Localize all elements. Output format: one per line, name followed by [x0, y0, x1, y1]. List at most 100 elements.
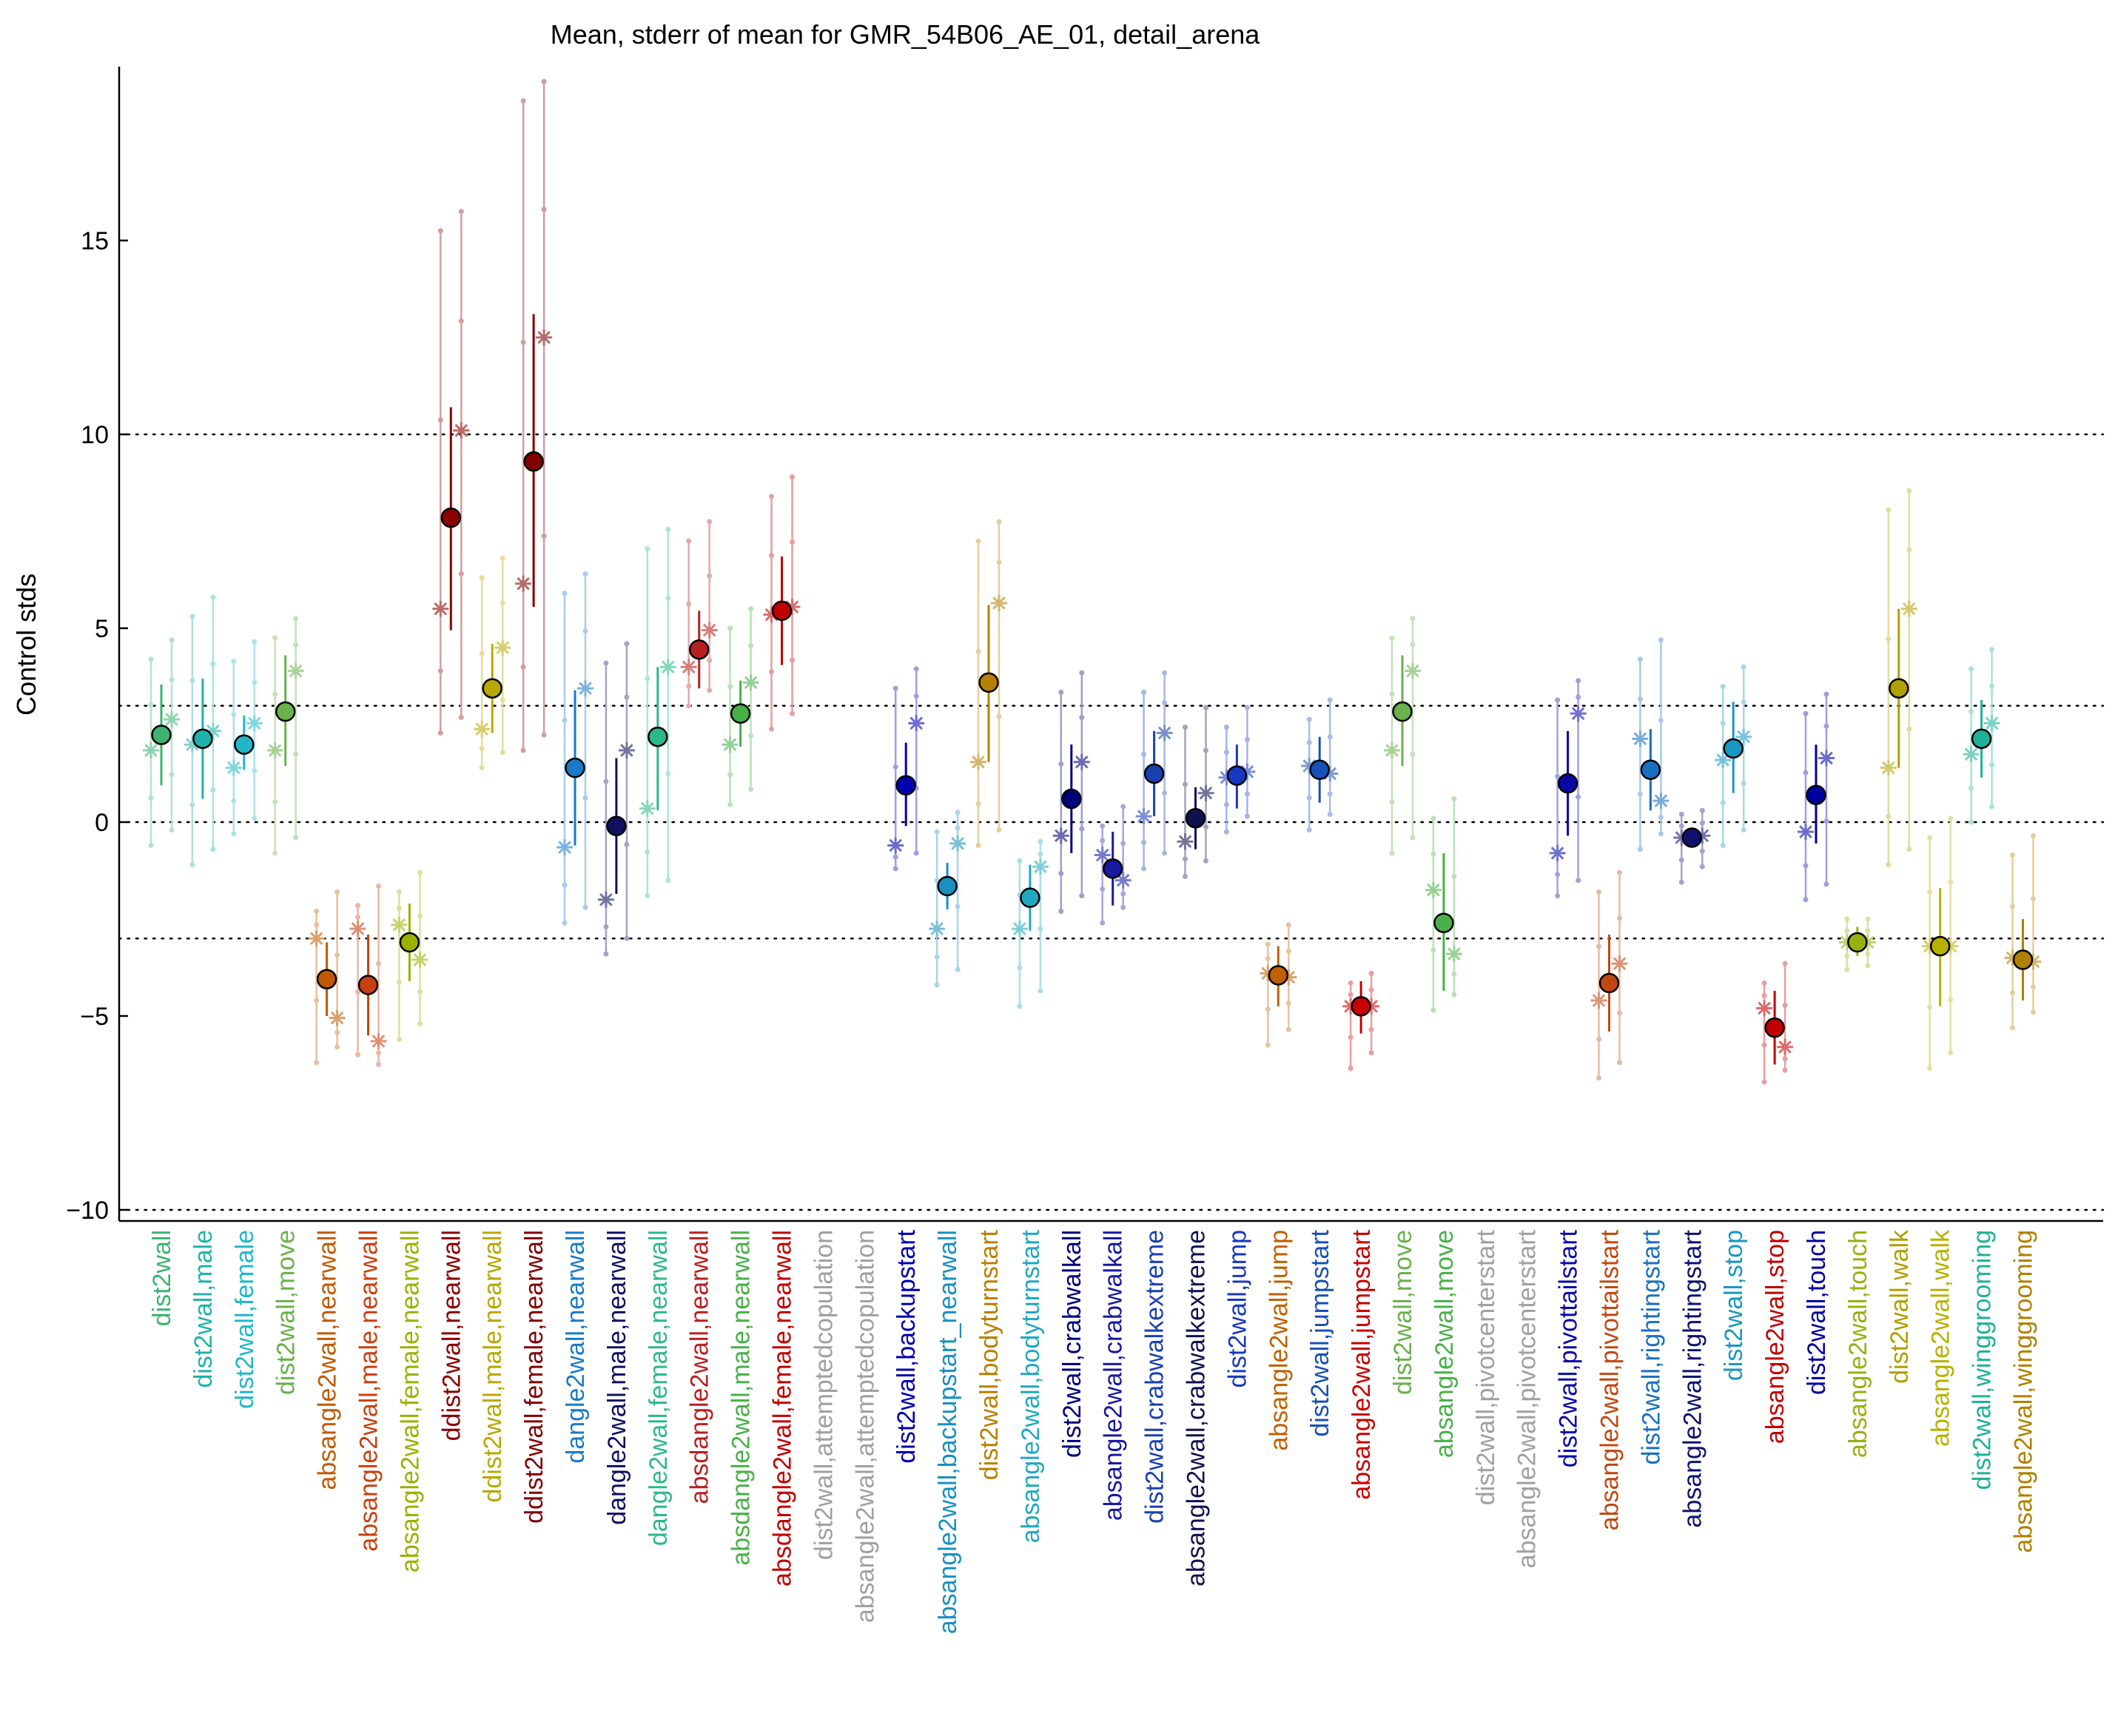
mean-marker	[151, 724, 172, 745]
individual-range-dot	[1410, 835, 1416, 841]
y-axis-ticks: −10 −5 0 5 10 15	[66, 227, 128, 1225]
category-marks	[1673, 807, 1711, 885]
individual-range-dot	[1617, 1010, 1622, 1016]
category-marks	[1135, 670, 1173, 872]
individual-range-dot	[1989, 762, 1995, 768]
individual-star-marker	[1425, 881, 1442, 898]
x-tick-label: absangle2wall,attemptedcopulation	[851, 1230, 879, 1623]
individual-range-dot	[1100, 838, 1106, 844]
category-marks	[1715, 664, 1752, 848]
individual-range-dot	[1658, 831, 1664, 837]
individual-range-dot	[1410, 616, 1416, 622]
individual-range-dot	[417, 989, 423, 995]
individual-range-dot	[169, 827, 175, 832]
individual-range-dot	[334, 1029, 340, 1035]
individual-range-dot	[1162, 850, 1168, 856]
individual-range-dot	[1141, 751, 1147, 757]
individual-range-dot	[396, 906, 402, 912]
individual-range-dot	[376, 883, 381, 889]
individual-range-dot	[686, 601, 692, 607]
category-marks	[308, 889, 346, 1066]
individual-range-dot	[1306, 740, 1312, 746]
x-tick-label: dist2wall,attemptedcopulation	[810, 1230, 838, 1560]
individual-range-dot	[1948, 815, 1954, 821]
individual-range-dot	[1183, 781, 1188, 787]
individual-range-dot	[1658, 637, 1664, 643]
x-tick-label: ddist2wall,nearwall	[437, 1230, 465, 1441]
x-tick-label: dist2wall,female	[231, 1230, 259, 1409]
individual-range-dot	[1327, 791, 1333, 797]
individual-range-dot	[458, 715, 464, 721]
mean-marker	[316, 969, 337, 989]
individual-range-dot	[1183, 856, 1188, 862]
individual-range-dot	[1244, 737, 1250, 743]
individual-star-marker	[494, 639, 511, 656]
individual-range-dot	[541, 206, 547, 212]
individual-star-marker	[432, 600, 449, 617]
individual-star-marker	[1363, 997, 1380, 1015]
individual-range-dot	[293, 835, 299, 841]
individual-range-dot	[1948, 997, 1954, 1003]
individual-range-dot	[293, 616, 299, 622]
individual-range-dot	[913, 693, 919, 699]
individual-range-dot	[1162, 790, 1168, 796]
individual-range-dot	[1720, 720, 1726, 726]
x-tick-label: dangle2wall,male,nearwall	[603, 1230, 631, 1525]
individual-range-dot	[458, 571, 464, 577]
individual-range-dot	[1823, 881, 1829, 887]
mean-marker	[1598, 972, 1620, 994]
individual-range-dot	[314, 1060, 320, 1066]
individual-range-dot	[272, 850, 278, 856]
individual-star-marker	[639, 800, 656, 817]
individual-range-dot	[1886, 813, 1892, 819]
individual-range-dot	[2031, 984, 2036, 990]
individual-star-marker	[370, 1033, 387, 1050]
mean-marker	[1061, 788, 1082, 810]
individual-range-dot	[1430, 851, 1436, 857]
individual-range-dot	[892, 854, 898, 860]
individual-range-dot	[1927, 889, 1933, 895]
individual-star-marker	[391, 916, 408, 933]
mean-marker	[730, 703, 751, 724]
x-tick-label: dangle2wall,female,nearwall	[645, 1230, 673, 1546]
individual-range-dot	[334, 1044, 340, 1050]
individual-range-dot	[1120, 904, 1126, 910]
category-marks	[474, 556, 511, 771]
individual-range-dot	[686, 703, 692, 709]
individual-range-dot	[1017, 1003, 1023, 1009]
individual-star-marker	[1963, 746, 1980, 763]
individual-range-dot	[1203, 747, 1208, 753]
individual-star-marker	[1590, 992, 1607, 1009]
individual-range-dot	[1244, 704, 1250, 710]
individual-range-dot	[665, 878, 671, 884]
individual-range-dot	[913, 666, 919, 672]
individual-range-dot	[1348, 992, 1354, 997]
individual-range-dot	[1389, 850, 1395, 856]
individual-range-dot	[665, 771, 671, 776]
individual-star-marker	[266, 742, 283, 759]
individual-range-dot	[1678, 823, 1684, 829]
individual-range-dot	[934, 829, 940, 835]
mean-marker	[978, 672, 999, 693]
individual-star-marker	[949, 835, 966, 852]
x-tick-label: absangle2wall,nearwall	[314, 1230, 342, 1490]
category-marks	[1052, 670, 1090, 915]
individual-star-marker	[1838, 934, 1855, 951]
individual-range-dot	[665, 595, 671, 601]
x-tick-label: dist2wall,crabwalkall	[1058, 1230, 1086, 1458]
individual-star-marker	[659, 659, 676, 676]
individual-range-dot	[1120, 804, 1126, 810]
individual-range-dot	[1223, 724, 1229, 730]
individual-range-dot	[645, 676, 650, 682]
individual-star-marker	[474, 721, 491, 738]
x-tick-label: absangle2wall,walk	[1927, 1229, 1955, 1447]
individual-star-marker	[1880, 759, 1897, 776]
individual-star-marker	[1032, 858, 1049, 875]
mean-marker	[2012, 949, 2034, 970]
mean-marker	[895, 775, 916, 795]
individual-star-marker	[349, 921, 366, 938]
x-tick-label: dangle2wall,nearwall	[562, 1230, 590, 1464]
x-tick-label: absangle2wall,crabwalkextreme	[1183, 1230, 1211, 1587]
individual-range-dot	[1306, 795, 1312, 801]
individual-range-dot	[1782, 1003, 1788, 1009]
